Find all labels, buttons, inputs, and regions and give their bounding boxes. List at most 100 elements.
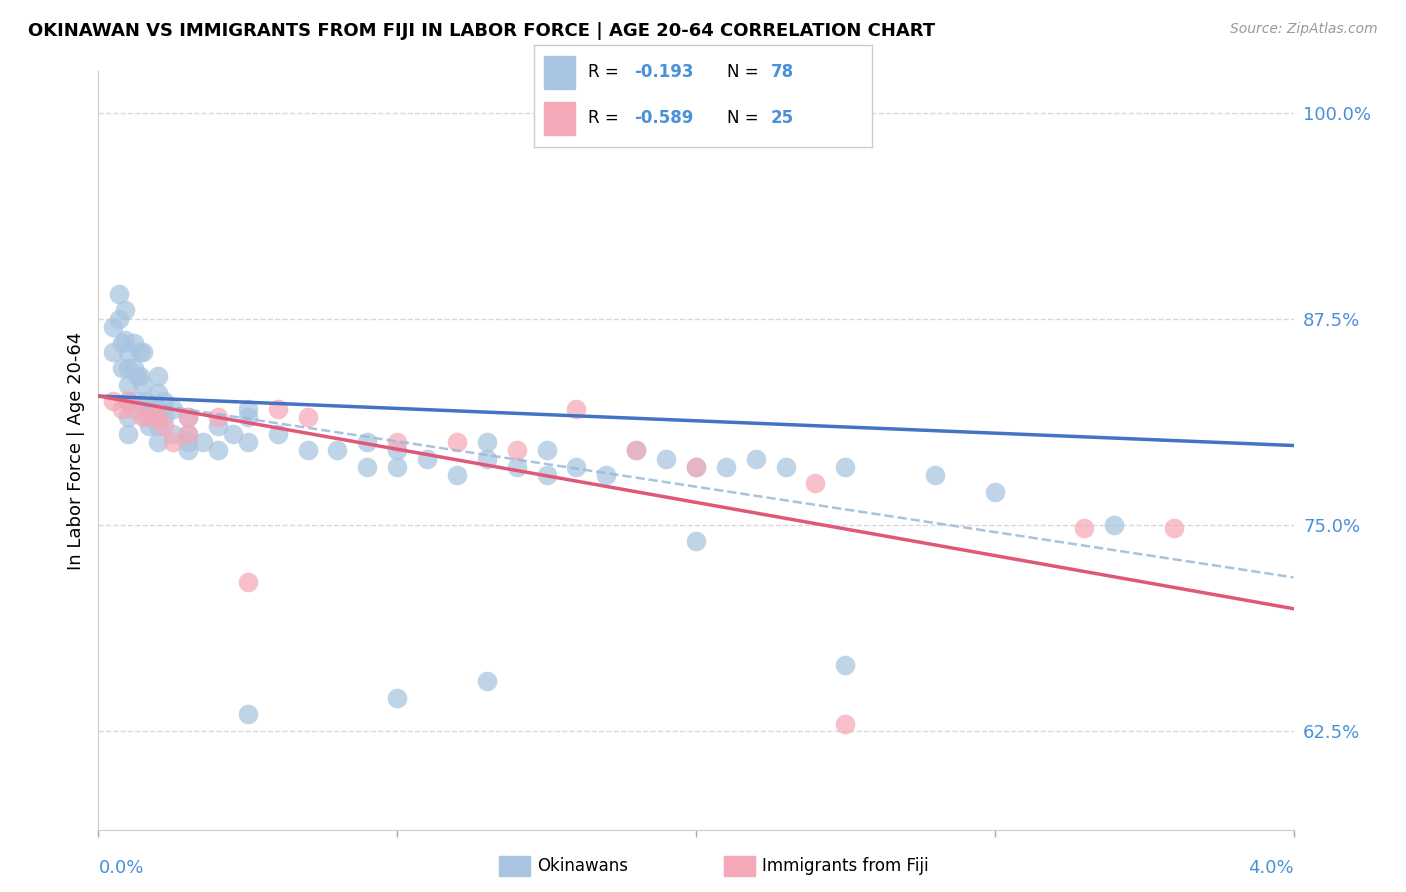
Point (148, 435, 170, 450)
Point (267, 402, 290, 417)
Point (148, 418, 170, 433)
Point (124, 402, 146, 417)
Point (416, 451, 439, 466)
Point (114, 333, 136, 347)
Point (138, 402, 160, 417)
Point (141, 410, 163, 425)
Point (834, 717, 856, 731)
Point (148, 385, 170, 400)
Point (236, 410, 259, 425)
Point (745, 451, 768, 466)
Point (595, 468, 617, 483)
Point (117, 394, 139, 409)
Bar (544, 102, 575, 135)
Point (714, 459, 737, 474)
Point (141, 402, 163, 417)
Point (114, 303, 136, 318)
Point (236, 575, 259, 590)
Text: OKINAWAN VS IMMIGRANTS FROM FIJI IN LABOR FORCE | AGE 20-64 CORRELATION CHART: OKINAWAN VS IMMIGRANTS FROM FIJI IN LABO… (28, 22, 935, 40)
Point (685, 534, 707, 549)
Point (148, 369, 170, 384)
Point (685, 459, 707, 474)
Point (475, 674, 498, 689)
Point (177, 427, 200, 442)
Point (117, 361, 139, 376)
Text: N =: N = (727, 63, 763, 81)
Point (124, 361, 146, 376)
Point (177, 427, 200, 442)
Point (655, 451, 678, 466)
Point (326, 443, 349, 458)
Point (111, 361, 134, 376)
Point (108, 311, 131, 326)
Text: R =: R = (588, 63, 624, 81)
Point (162, 427, 184, 442)
Point (135, 394, 157, 409)
Point (117, 344, 139, 359)
Point (162, 435, 184, 450)
Point (135, 410, 157, 425)
Point (536, 468, 558, 483)
Point (117, 410, 139, 425)
Text: 78: 78 (770, 63, 793, 81)
Point (385, 690, 409, 705)
Text: Immigrants from Fiji: Immigrants from Fiji (762, 857, 929, 875)
Point (127, 394, 149, 409)
Point (267, 427, 290, 442)
Point (446, 468, 468, 483)
Text: Okinawans: Okinawans (537, 857, 628, 875)
Point (117, 377, 139, 392)
Point (506, 459, 529, 474)
Point (117, 427, 139, 442)
Point (475, 451, 498, 466)
Text: 25: 25 (770, 110, 793, 128)
Point (536, 443, 558, 458)
Y-axis label: In Labor Force | Age 20-64: In Labor Force | Age 20-64 (66, 331, 84, 570)
Point (297, 410, 319, 425)
Point (236, 707, 259, 722)
Point (236, 402, 259, 417)
Point (108, 286, 131, 301)
Point (1104, 517, 1126, 532)
Point (804, 476, 827, 491)
Point (103, 344, 125, 359)
Point (153, 410, 176, 425)
Point (834, 459, 856, 474)
Point (148, 402, 170, 417)
Text: -0.193: -0.193 (634, 63, 693, 81)
Text: 0.0%: 0.0% (98, 859, 143, 877)
Point (103, 394, 125, 409)
Point (222, 427, 245, 442)
Point (207, 418, 229, 433)
Point (834, 657, 856, 672)
Text: 4.0%: 4.0% (1249, 859, 1294, 877)
Point (117, 394, 139, 409)
Point (111, 402, 134, 417)
Bar (544, 56, 575, 88)
Point (129, 344, 152, 359)
Point (1163, 521, 1185, 535)
Point (475, 435, 498, 450)
Point (177, 443, 200, 458)
Point (626, 443, 648, 458)
Point (984, 484, 1007, 499)
Point (385, 459, 409, 474)
Point (565, 459, 588, 474)
Point (129, 369, 152, 384)
Point (207, 443, 229, 458)
Point (446, 435, 468, 450)
Point (356, 435, 378, 450)
Point (236, 435, 259, 450)
Point (103, 319, 125, 334)
Point (207, 410, 229, 425)
Point (127, 369, 149, 384)
Point (132, 377, 155, 392)
Point (924, 468, 946, 483)
Point (685, 459, 707, 474)
Point (177, 410, 200, 425)
Point (153, 418, 176, 433)
Point (191, 435, 214, 450)
Point (565, 402, 588, 417)
Point (385, 435, 409, 450)
Point (297, 443, 319, 458)
